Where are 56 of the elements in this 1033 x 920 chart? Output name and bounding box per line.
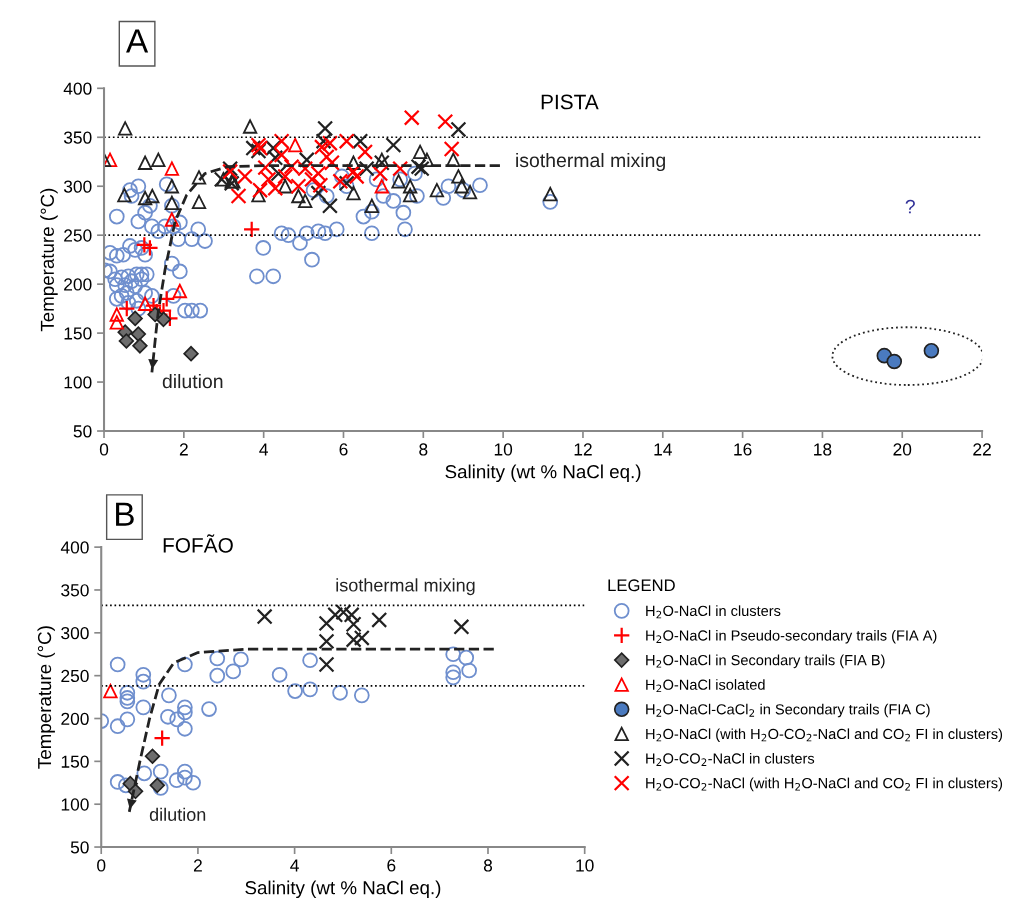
text: H$_{2}$O-CO$_{2}$-NaCl (with H$_{2}$O-NaCl and CO$_{2}$ FI in clusters) <box>646 777 1003 792</box>
x-tick-label: 6 <box>339 443 348 456</box>
legend-label: H$_{2}$O-NaCl-CaCl$_{2}$ in Secondary trails (FIA C) <box>646 703 930 718</box>
x-axis-title: Salinity (wt % NaCl eq.) <box>445 464 641 483</box>
legend-label: H$_{2}$O-NaCl in Pseudo-secondary trails (FIA A) <box>646 629 937 644</box>
text: A <box>126 29 149 53</box>
legend-title: LEGEND <box>608 579 675 592</box>
chart-title: FOFÃO <box>163 534 233 553</box>
legend-label: H$_{2}$O-NaCl in Secondary trails (FIA B) <box>646 654 885 669</box>
legend-label: H$_{2}$O-NaCl in clusters <box>646 605 781 619</box>
y-tick-label: 300 <box>63 180 92 193</box>
y-tick-label: 350 <box>63 131 92 144</box>
y-tick-label: 250 <box>64 229 92 242</box>
annotation: isothermal mixing <box>516 152 665 172</box>
text: B <box>116 502 134 526</box>
x-tick-label: 12 <box>574 443 592 456</box>
y-tick-label: 400 <box>63 82 92 95</box>
x-tick-label: 2 <box>193 859 202 872</box>
x-tick-label: 0 <box>97 859 106 872</box>
x-tick-label: 22 <box>973 443 991 456</box>
x-tick-label: 20 <box>893 443 912 456</box>
x-tick-label: 18 <box>814 443 832 456</box>
y-tick-label: 400 <box>60 541 89 554</box>
annotation: dilution <box>162 373 223 389</box>
y-tick-label: 50 <box>73 425 92 438</box>
x-tick-label: 4 <box>290 859 299 872</box>
y-tick-label: 300 <box>61 626 89 640</box>
annotation: isothermal mixing <box>336 578 475 596</box>
annotation: ? <box>905 199 915 214</box>
x-tick-label: 10 <box>576 859 594 872</box>
y-axis-title: Temperature (°C) <box>40 188 58 332</box>
y-tick-label: 250 <box>61 669 89 683</box>
x-tick-label: 6 <box>387 859 396 872</box>
y-tick-label: 50 <box>70 841 89 854</box>
text: H$_{2}$O-NaCl (with H$_{2}$O-CO$_{2}$-NaCl and CO$_{2}$ FI in clusters) <box>646 728 1003 742</box>
y-tick-label: 200 <box>64 278 92 291</box>
x-tick-label: 14 <box>654 443 672 456</box>
x-tick-label: 10 <box>494 443 513 456</box>
x-tick-label: 8 <box>419 443 428 456</box>
annotation: dilution <box>149 807 206 821</box>
x-axis-title: Salinity (wt % NaCl eq.) <box>245 880 441 899</box>
x-tick-label: 16 <box>734 443 752 456</box>
y-tick-label: 100 <box>64 376 92 389</box>
y-tick-label: 350 <box>61 584 89 597</box>
x-tick-label: 4 <box>259 443 268 456</box>
x-tick-label: 2 <box>179 443 188 456</box>
y-axis-title: Temperature (°C) <box>37 626 55 769</box>
x-tick-label: 0 <box>99 443 109 456</box>
y-tick-label: 200 <box>61 712 89 725</box>
chart-title: PISTA <box>541 94 599 110</box>
y-tick-label: 150 <box>61 755 89 768</box>
y-tick-label: 100 <box>61 798 89 811</box>
legend-label: H$_{2}$O-CO$_{2}$-NaCl in clusters <box>646 752 815 766</box>
legend-label: H$_{2}$O-NaCl isolated <box>646 679 765 693</box>
x-tick-label: 8 <box>483 859 493 872</box>
y-tick-label: 150 <box>64 327 92 340</box>
